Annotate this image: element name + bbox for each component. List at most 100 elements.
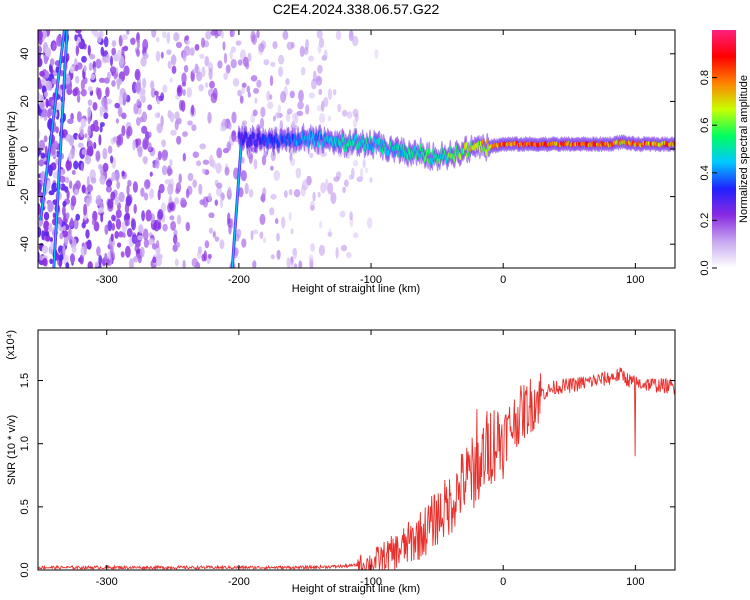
spectrogram-noise-blob bbox=[107, 251, 111, 261]
spectrogram-noise-blob bbox=[39, 255, 44, 261]
spectrogram-noise-blob bbox=[38, 56, 41, 68]
spectrogram-noise-blob bbox=[117, 242, 122, 248]
spectrogram-noise-blob bbox=[214, 30, 219, 39]
spectrogram-noise-blob bbox=[284, 190, 288, 198]
spectrogram-noise-blob bbox=[272, 41, 278, 50]
spectrogram-noise-blob bbox=[199, 143, 206, 150]
spectrogram-noise-blob bbox=[94, 261, 99, 268]
spectrogram-noise-blob bbox=[109, 245, 114, 254]
spectrogram-noise-blob bbox=[230, 46, 236, 53]
spectrogram-noise-blob bbox=[162, 223, 168, 232]
spectrogram-noise-blob bbox=[120, 251, 125, 258]
spectrogram-noise-blob bbox=[140, 246, 145, 258]
spectrogram-noise-blob bbox=[99, 125, 103, 133]
spectrogram-noise-blob bbox=[98, 77, 106, 83]
spectrogram-noise-blob bbox=[205, 30, 212, 40]
spectrogram-noise-blob bbox=[355, 113, 359, 122]
spectrogram-noise-blob bbox=[309, 152, 314, 159]
spectrogram-noise-blob bbox=[220, 30, 224, 39]
spectrogram-noise-blob bbox=[215, 187, 222, 197]
spectrogram-noise-blob bbox=[290, 228, 294, 235]
spectrogram-noise-blob bbox=[317, 64, 323, 74]
spectrogram-noise-blob bbox=[88, 62, 93, 71]
spectrogram-noise-blob bbox=[166, 31, 171, 44]
spectrogram-noise-blob bbox=[91, 30, 98, 36]
spectrogram-noise-blob bbox=[68, 180, 73, 189]
spectrogram-noise-blob bbox=[260, 106, 266, 118]
spectrogram-noise-blob bbox=[327, 88, 333, 101]
spectrogram-noise-blob bbox=[157, 209, 164, 220]
spectrogram-noise-blob bbox=[48, 223, 53, 233]
spectrogram-noise-blob bbox=[80, 88, 87, 97]
spectrogram-noise-blob bbox=[367, 217, 373, 229]
spectrogram-noise-blob bbox=[196, 160, 202, 167]
spectrogram-noise-blob bbox=[320, 182, 326, 194]
spectrogram-x-tick-label: -300 bbox=[96, 274, 118, 286]
spectrogram-x-tick-label: -100 bbox=[360, 274, 382, 286]
spectrogram-noise-blob bbox=[122, 232, 126, 238]
spectrogram-noise-blob bbox=[118, 93, 124, 106]
spectrogram-noise-blob bbox=[342, 186, 346, 193]
spectrogram-noise-blob bbox=[346, 252, 352, 259]
spectrogram-noise-blob bbox=[139, 116, 144, 123]
spectrogram-noise-blob bbox=[168, 202, 175, 211]
spectrogram-noise-blob bbox=[132, 139, 136, 151]
spectrogram-noise-blob bbox=[154, 90, 159, 96]
spectrogram-y-tick-label: 20 bbox=[19, 95, 31, 107]
spectrogram-noise-blob bbox=[175, 241, 181, 248]
spectrogram-noise-blob bbox=[69, 135, 74, 147]
spectrogram-noise-blob bbox=[45, 98, 49, 108]
spectrogram-noise-blob bbox=[75, 44, 79, 57]
spectrogram-noise-blob bbox=[275, 218, 279, 225]
spectrogram-noise-blob bbox=[137, 147, 143, 158]
spectrogram-noise-blob bbox=[69, 239, 73, 245]
spectrogram-noise-blob bbox=[308, 55, 314, 62]
spectrogram-noise-blob bbox=[292, 113, 297, 122]
snr-plot-area bbox=[38, 367, 675, 570]
spectrogram-noise-blob bbox=[59, 175, 66, 183]
spectrogram-noise-blob bbox=[103, 112, 109, 120]
spectrogram-noise-blob bbox=[83, 243, 87, 255]
spectrogram-noise-blob bbox=[81, 221, 86, 229]
spectrogram-noise-blob bbox=[280, 91, 287, 103]
spectrogram-noise-blob bbox=[297, 101, 304, 110]
spectrogram-noise-blob bbox=[110, 155, 114, 164]
spectrogram-noise-blob bbox=[241, 82, 247, 88]
spectrogram-noise-blob bbox=[44, 145, 48, 157]
spectrogram-noise-blob bbox=[116, 181, 121, 190]
spectrogram-noise-blob bbox=[139, 90, 146, 101]
spectrogram-noise-blob bbox=[293, 263, 298, 268]
spectrogram-noise-blob bbox=[235, 40, 242, 46]
colorbar-tick-label: 0.0 bbox=[699, 260, 711, 275]
spectrogram-noise-blob bbox=[49, 258, 54, 265]
spectrogram-noise-blob bbox=[126, 184, 130, 196]
spectrogram-noise-blob bbox=[204, 56, 210, 67]
spectrogram-noise-blob bbox=[112, 136, 118, 143]
spectrogram-noise-blob bbox=[62, 245, 66, 256]
snr-x-tick-label: -100 bbox=[360, 576, 382, 588]
spectrogram-noise-blob bbox=[103, 36, 109, 48]
spectrogram-noise-blob bbox=[184, 39, 191, 45]
spectrogram-noise-blob bbox=[252, 229, 259, 235]
spectrogram-streak-core bbox=[40, 30, 66, 221]
spectrogram-noise-blob bbox=[310, 243, 315, 252]
spectrogram-noise-blob bbox=[136, 249, 141, 255]
spectrogram-noise-blob bbox=[99, 174, 106, 185]
spectrogram-y-label: Frequency (Hz) bbox=[6, 111, 18, 187]
spectrogram-noise-blob bbox=[316, 76, 323, 86]
spectrogram-noise-blob bbox=[217, 60, 223, 69]
spectrogram-noise-blob bbox=[147, 239, 154, 245]
spectrogram-noise-blob bbox=[237, 59, 243, 66]
spectrogram-noise-blob bbox=[43, 91, 48, 98]
spectrogram-noise-blob bbox=[38, 129, 41, 140]
spectrogram-x-ticks: -300 -200 -100 0 100 bbox=[96, 30, 645, 286]
spectrogram-noise-blob bbox=[67, 118, 74, 125]
spectrogram-noise-blob bbox=[333, 176, 340, 182]
spectrogram-noise-blob bbox=[204, 82, 209, 88]
spectrogram-noise-blob bbox=[41, 245, 49, 254]
spectrogram-noise-blob bbox=[352, 35, 359, 47]
spectrogram-noise-blob bbox=[256, 30, 260, 39]
spectrogram-noise-blob bbox=[182, 89, 186, 96]
spectrogram-noise-blob bbox=[76, 111, 82, 123]
spectrogram-noise-blob bbox=[170, 54, 177, 66]
